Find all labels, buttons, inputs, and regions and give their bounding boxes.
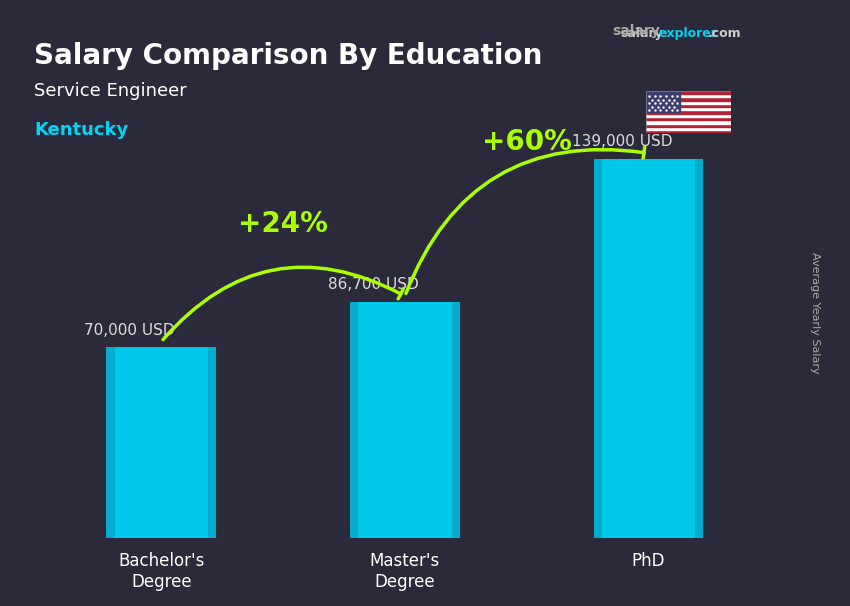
Bar (106, 347, 216, 538)
Bar (602, 159, 695, 538)
Text: 70,000 USD: 70,000 USD (84, 322, 175, 338)
Text: Service Engineer: Service Engineer (34, 82, 187, 100)
Bar (646, 127, 731, 130)
Text: salary: salary (612, 24, 660, 38)
Text: 86,700 USD: 86,700 USD (328, 277, 419, 292)
Text: Average Yearly Salary: Average Yearly Salary (810, 252, 820, 374)
Bar (646, 94, 731, 98)
Text: .com: .com (708, 27, 742, 40)
Text: +24%: +24% (238, 210, 328, 238)
Text: salary: salary (620, 27, 663, 40)
Text: explorer: explorer (659, 27, 717, 40)
Bar (359, 302, 451, 538)
Bar (646, 91, 731, 94)
Bar (646, 110, 731, 114)
Bar (646, 104, 731, 107)
Bar (350, 302, 460, 538)
Text: 139,000 USD: 139,000 USD (572, 134, 672, 149)
Bar (646, 120, 731, 124)
Bar (646, 114, 731, 117)
Bar (646, 98, 731, 101)
Bar (646, 91, 680, 112)
Text: +60%: +60% (482, 128, 572, 156)
Bar (646, 107, 731, 110)
Bar (115, 347, 207, 538)
Bar (646, 130, 731, 133)
Bar (646, 124, 731, 127)
Bar (646, 101, 731, 104)
Text: Kentucky: Kentucky (34, 121, 128, 139)
Bar (594, 159, 704, 538)
Text: Salary Comparison By Education: Salary Comparison By Education (34, 42, 542, 70)
Bar (646, 117, 731, 120)
